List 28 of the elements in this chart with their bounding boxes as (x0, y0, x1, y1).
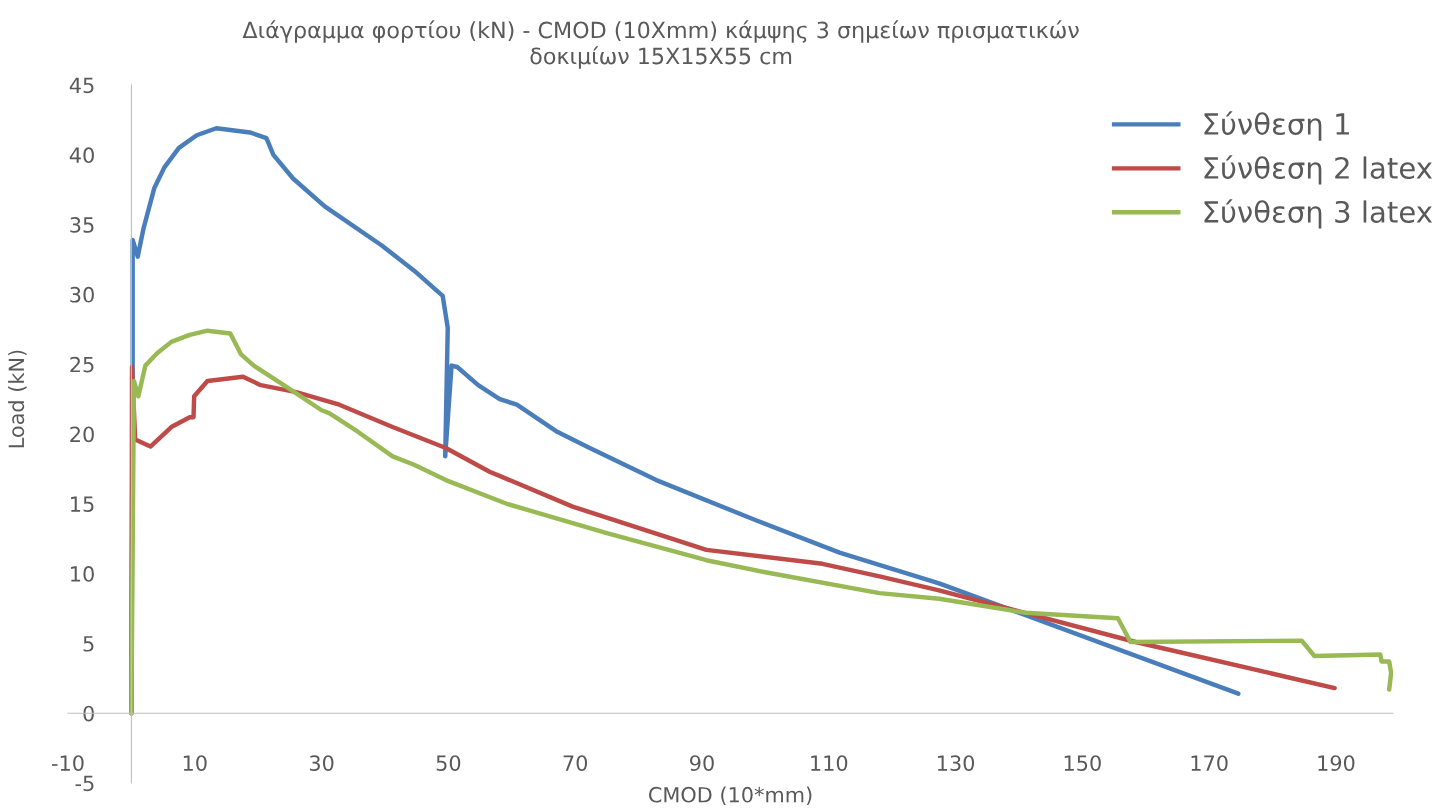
x-tick-label: 70 (563, 755, 588, 771)
legend-label: Σύνθεση 3 latex (1204, 199, 1433, 229)
x-tick-label: -10 (52, 755, 84, 771)
y-tick-label: 45 (69, 77, 94, 94)
y-tick-label: 5 (83, 636, 94, 652)
y-axis-title: Load (kN) (8, 350, 27, 448)
y-tick-label: 30 (70, 286, 94, 303)
x-tick-label: 170 (1191, 755, 1228, 771)
y-tick-label: 10 (71, 566, 94, 582)
y-tick-label: 15 (71, 496, 94, 513)
x-tick-label: 190 (1318, 755, 1355, 771)
x-tick-label: 110 (811, 755, 848, 771)
chart-title: Διάγραμμα φορτίου (kN) - CMOD (10Xmm) κάμψης 3 σημείων πρισματικών δοκιμίων 15X15X55 cm (242, 20, 1079, 69)
x-tick-label: 30 (309, 755, 334, 771)
x-tick-label: 50 (436, 755, 461, 771)
x-tick-label: 90 (690, 755, 714, 771)
y-tick-label: -5 (75, 775, 94, 792)
legend-label: Σύνθεση 2 latex (1204, 155, 1433, 185)
x-tick-label: 10 (183, 755, 207, 771)
x-axis-title: CMOD (10*mm) (648, 786, 812, 806)
x-tick-label: 150 (1064, 755, 1101, 771)
y-tick-label: 40 (69, 147, 94, 164)
y-tick-label: 25 (70, 356, 94, 373)
y-tick-label: 20 (70, 426, 94, 443)
x-tick-label: 130 (937, 755, 975, 771)
y-tick-label: 35 (70, 217, 94, 233)
y-tick-label: 0 (83, 705, 94, 722)
legend-label: Σύνθεση 1 (1204, 111, 1349, 141)
